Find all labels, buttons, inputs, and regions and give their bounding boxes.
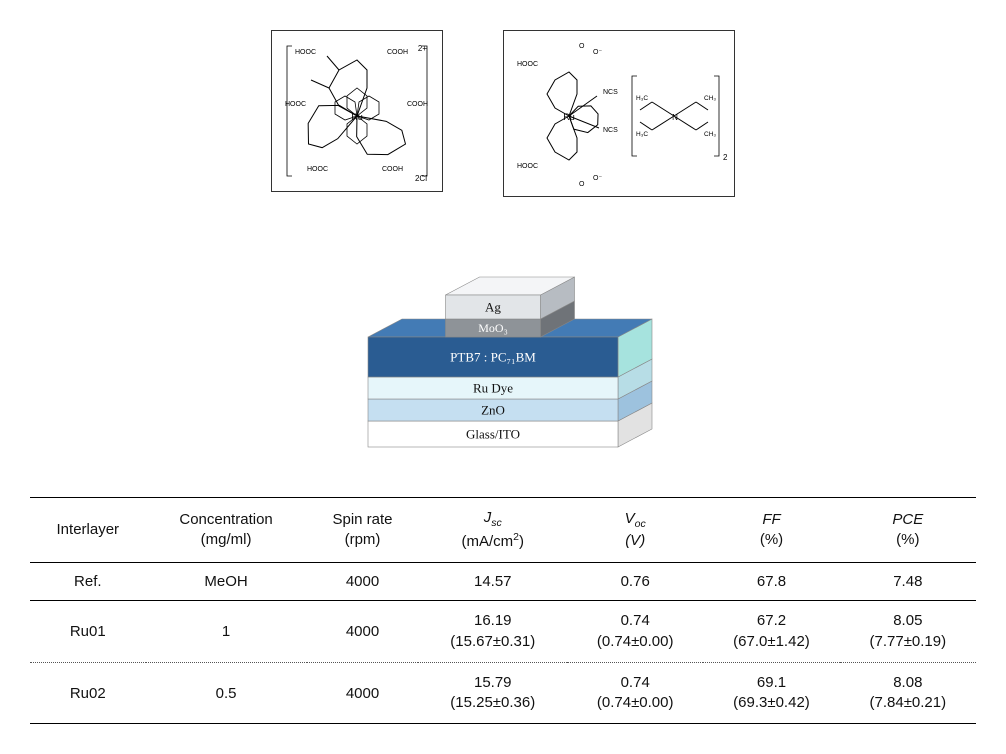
table-cell: 4000	[307, 563, 419, 601]
svg-text:MoO₃: MoO₃	[478, 321, 508, 335]
results-table: Interlayer Concentration (mg/ml) Spin rat…	[30, 497, 976, 724]
device-stack-diagram: Glass/ITO ZnO Ru Dye PTB7 : PC₇₁BM MoO₃ Ag	[30, 227, 976, 467]
col-unit: (%)	[760, 531, 783, 548]
svg-text:CH₃: CH₃	[704, 95, 716, 102]
col-pce: PCE (%)	[840, 498, 976, 563]
col-ff: FF (%)	[703, 498, 839, 563]
table-cell: 8.05(7.77±0.19)	[840, 601, 976, 663]
col-label: FF	[762, 511, 780, 528]
col-label: Spin rate	[332, 511, 392, 528]
col-unit: (V)	[625, 532, 645, 549]
table-header-row: Interlayer Concentration (mg/ml) Spin rat…	[30, 498, 976, 563]
col-unit: (mA/cm2)	[462, 533, 525, 550]
table-cell: 8.08(7.84±0.21)	[840, 662, 976, 724]
svg-text:2+: 2+	[418, 44, 427, 53]
svg-text:Ru: Ru	[563, 112, 575, 122]
table-row: Ru011400016.19(15.67±0.31)0.74(0.74±0.00…	[30, 601, 976, 663]
svg-text:PTB7 : PC₇₁BM: PTB7 : PC₇₁BM	[450, 350, 536, 365]
table-cell: 15.79(15.25±0.36)	[418, 662, 567, 724]
svg-text:O: O	[579, 181, 585, 188]
svg-text:N: N	[672, 113, 678, 122]
col-unit: (rpm)	[345, 531, 381, 548]
svg-text:HOOC: HOOC	[517, 163, 538, 170]
table-cell: 14.57	[418, 563, 567, 601]
table-row: Ru020.5400015.79(15.25±0.36)0.74(0.74±0.…	[30, 662, 976, 724]
svg-text:Ru: Ru	[351, 112, 363, 122]
chem-structure-ru02: Ru NCS NCS HOOC HOOC O O⁻ O O⁻ N	[503, 30, 735, 197]
col-voc: Voc(V)	[567, 498, 703, 563]
table-cell: MeOH	[146, 563, 307, 601]
svg-text:NCS: NCS	[603, 89, 618, 96]
chem-structure-ru01: Ru 2+ 2Cl HOOC COOH HOOC COOH HOOC COOH	[271, 30, 443, 192]
col-label: PCE	[892, 511, 923, 528]
svg-text:COOH: COOH	[407, 101, 428, 108]
table-cell: 67.8	[703, 563, 839, 601]
col-jsc: Jsc(mA/cm2)	[418, 498, 567, 563]
table-cell: 0.74(0.74±0.00)	[567, 662, 703, 724]
svg-text:HOOC: HOOC	[307, 166, 328, 173]
col-label: Concentration	[179, 511, 272, 528]
svg-text:Ru Dye: Ru Dye	[473, 381, 513, 396]
table-row: Ref.MeOH400014.570.7667.87.48	[30, 563, 976, 601]
table-cell: 69.1(69.3±0.42)	[703, 662, 839, 724]
svg-text:2: 2	[723, 153, 728, 162]
svg-text:COOH: COOH	[382, 166, 403, 173]
col-concentration: Concentration (mg/ml)	[146, 498, 307, 563]
table-cell: Ref.	[30, 563, 146, 601]
col-unit: (mg/ml)	[201, 531, 252, 548]
table-cell: 16.19(15.67±0.31)	[418, 601, 567, 663]
svg-text:COOH: COOH	[387, 49, 408, 56]
svg-text:NCS: NCS	[603, 127, 618, 134]
table-cell: Ru02	[30, 662, 146, 724]
svg-text:H₃C: H₃C	[636, 131, 648, 138]
table-cell: 4000	[307, 662, 419, 724]
svg-text:HOOC: HOOC	[295, 49, 316, 56]
table-cell: 0.5	[146, 662, 307, 724]
svg-text:HOOC: HOOC	[285, 101, 306, 108]
svg-text:2Cl: 2Cl	[415, 174, 427, 183]
svg-text:H₃C: H₃C	[636, 95, 648, 102]
svg-text:CH₃: CH₃	[704, 131, 716, 138]
table-cell: 67.2(67.0±1.42)	[703, 601, 839, 663]
svg-text:Ag: Ag	[485, 300, 501, 315]
device-stack-svg: Glass/ITO ZnO Ru Dye PTB7 : PC₇₁BM MoO₃ Ag	[323, 227, 683, 467]
table-cell: 4000	[307, 601, 419, 663]
table-cell: Ru01	[30, 601, 146, 663]
svg-text:HOOC: HOOC	[517, 61, 538, 68]
chemical-structures-row: Ru 2+ 2Cl HOOC COOH HOOC COOH HOOC COOH	[30, 30, 976, 197]
svg-text:O⁻: O⁻	[593, 49, 602, 56]
table-cell: 1	[146, 601, 307, 663]
svg-text:O: O	[579, 43, 585, 50]
col-label: Interlayer	[57, 521, 120, 538]
svg-text:ZnO: ZnO	[481, 403, 505, 418]
table-cell: 0.76	[567, 563, 703, 601]
svg-text:O⁻: O⁻	[593, 175, 602, 182]
col-interlayer: Interlayer	[30, 498, 146, 563]
col-spinrate: Spin rate (rpm)	[307, 498, 419, 563]
table-cell: 0.74(0.74±0.00)	[567, 601, 703, 663]
col-unit: (%)	[896, 531, 919, 548]
results-table-wrap: Interlayer Concentration (mg/ml) Spin rat…	[30, 497, 976, 724]
svg-text:Glass/ITO: Glass/ITO	[466, 427, 520, 442]
table-cell: 7.48	[840, 563, 976, 601]
